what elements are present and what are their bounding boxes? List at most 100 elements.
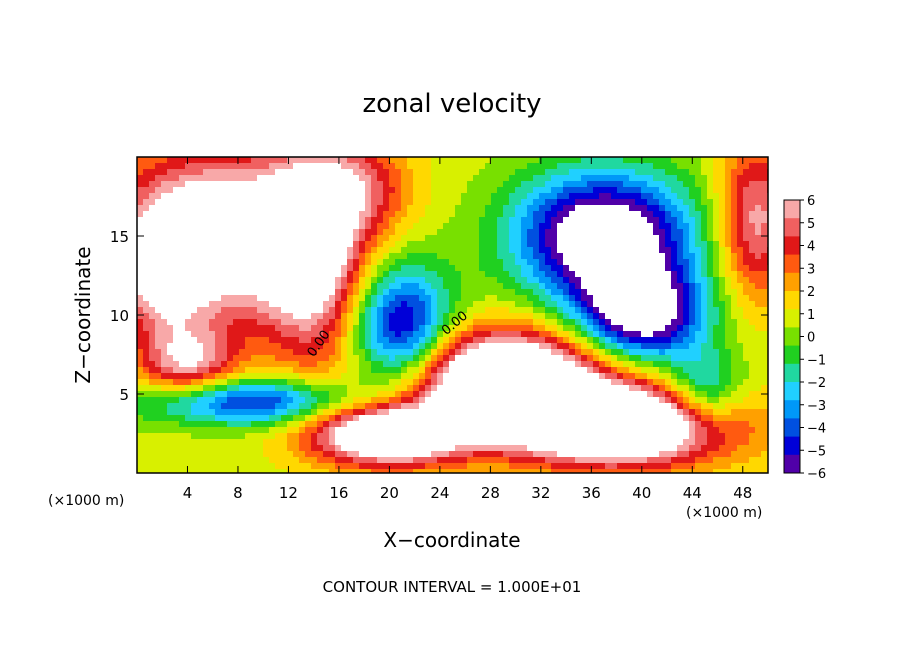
field-cell xyxy=(227,331,234,338)
field-cell xyxy=(257,265,264,272)
field-cell xyxy=(743,379,750,386)
field-cell xyxy=(509,397,516,404)
field-cell xyxy=(377,175,384,182)
field-cell xyxy=(527,343,534,350)
field-cell xyxy=(575,313,582,320)
field-cell xyxy=(701,367,708,374)
field-cell xyxy=(353,421,360,428)
field-cell xyxy=(503,403,510,410)
field-cell xyxy=(557,331,564,338)
field-cell xyxy=(203,307,210,314)
field-cell xyxy=(329,235,336,242)
field-cell xyxy=(419,355,426,362)
field-cell xyxy=(353,409,360,416)
field-cell xyxy=(617,187,624,194)
field-cell xyxy=(257,205,264,212)
field-cell xyxy=(329,355,336,362)
field-cell xyxy=(383,289,390,296)
field-cell xyxy=(359,379,366,386)
field-cell xyxy=(281,409,288,416)
field-cell xyxy=(137,415,144,422)
field-cell xyxy=(695,427,702,434)
field-cell xyxy=(503,367,510,374)
field-cell xyxy=(395,235,402,242)
field-cell xyxy=(281,253,288,260)
field-cell xyxy=(209,175,216,182)
field-cell xyxy=(329,307,336,314)
field-cell xyxy=(233,187,240,194)
field-cell xyxy=(377,157,384,164)
field-cell xyxy=(593,403,600,410)
field-cell xyxy=(677,409,684,416)
field-cell xyxy=(395,397,402,404)
field-cell xyxy=(521,337,528,344)
field-cell xyxy=(491,433,498,440)
field-cell xyxy=(287,295,294,302)
field-cell xyxy=(749,247,756,254)
field-cell xyxy=(329,223,336,230)
field-cell xyxy=(143,193,150,200)
field-cell xyxy=(437,289,444,296)
field-cell xyxy=(311,157,318,164)
field-cell xyxy=(155,283,162,290)
field-cell xyxy=(635,409,642,416)
field-cell xyxy=(689,277,696,284)
field-cell xyxy=(677,217,684,224)
field-cell xyxy=(323,331,330,338)
field-cell xyxy=(731,427,738,434)
field-cell xyxy=(467,343,474,350)
field-cell xyxy=(149,421,156,428)
field-cell xyxy=(347,319,354,326)
field-cell xyxy=(329,229,336,236)
field-cell xyxy=(581,409,588,416)
field-cell xyxy=(347,199,354,206)
field-cell xyxy=(419,307,426,314)
field-cell xyxy=(617,433,624,440)
field-cell xyxy=(713,325,720,332)
field-cell xyxy=(167,337,174,344)
field-cell xyxy=(605,271,612,278)
field-cell xyxy=(341,319,348,326)
field-cell xyxy=(563,301,570,308)
field-cell xyxy=(647,253,654,260)
field-cell xyxy=(341,223,348,230)
field-cell xyxy=(653,193,660,200)
field-cell xyxy=(683,193,690,200)
field-cell xyxy=(335,409,342,416)
field-cell xyxy=(299,349,306,356)
field-cell xyxy=(443,295,450,302)
field-cell xyxy=(317,271,324,278)
field-cell xyxy=(593,163,600,170)
field-cell xyxy=(485,199,492,206)
field-cell xyxy=(689,283,696,290)
field-cell xyxy=(581,193,588,200)
field-cell xyxy=(683,217,690,224)
field-cell xyxy=(443,163,450,170)
field-cell xyxy=(533,349,540,356)
field-cell xyxy=(263,307,270,314)
field-cell xyxy=(227,235,234,242)
field-cell xyxy=(701,331,708,338)
field-cell xyxy=(527,289,534,296)
field-cell xyxy=(227,289,234,296)
field-cell xyxy=(323,175,330,182)
field-cell xyxy=(257,235,264,242)
field-cell xyxy=(173,295,180,302)
field-cell xyxy=(389,277,396,284)
field-cell xyxy=(191,319,198,326)
field-cell xyxy=(551,187,558,194)
field-cell xyxy=(317,349,324,356)
field-cell xyxy=(269,427,276,434)
field-cell xyxy=(653,319,660,326)
field-cell xyxy=(197,175,204,182)
field-cell xyxy=(671,253,678,260)
field-cell xyxy=(605,379,612,386)
field-cell xyxy=(215,229,222,236)
field-cell xyxy=(725,283,732,290)
field-cell xyxy=(485,361,492,368)
field-cell xyxy=(329,391,336,398)
field-cell xyxy=(473,199,480,206)
field-cell xyxy=(629,229,636,236)
field-cell xyxy=(533,373,540,380)
field-cell xyxy=(713,283,720,290)
